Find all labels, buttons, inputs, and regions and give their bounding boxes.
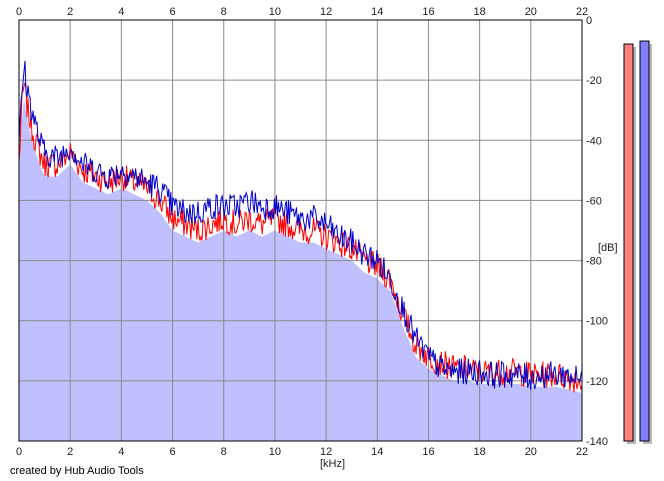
series-line-1: [18, 82, 583, 393]
x-tick-bottom-14: 14: [371, 446, 383, 458]
x-tick-bottom-0: 0: [16, 446, 22, 458]
series-layer: [18, 60, 583, 393]
x-tick-top-16: 16: [422, 6, 434, 18]
x-tick-top-0: 0: [16, 6, 22, 18]
x-tick-top-14: 14: [371, 6, 383, 18]
credit-text: created by Hub Audio Tools: [10, 465, 144, 477]
y-tick--40: -40: [586, 135, 602, 147]
series-line-2: [18, 60, 583, 390]
x-tick-top-18: 18: [474, 6, 486, 18]
y-tick--60: -60: [586, 195, 602, 207]
x-tick-bottom-16: 16: [422, 446, 434, 458]
level-meter-1: [623, 43, 634, 442]
x-tick-bottom-6: 6: [169, 446, 175, 458]
plot-border: [18, 19, 583, 442]
x-tick-top-12: 12: [320, 6, 332, 18]
x-tick-top-22: 22: [576, 6, 588, 18]
x-tick-labels-bottom: 0 2 4 6 8 10 12 14 16 18 20 22: [16, 446, 588, 458]
x-tick-bottom-2: 2: [67, 446, 73, 458]
x-tick-bottom-20: 20: [525, 446, 537, 458]
x-tick-top-8: 8: [221, 6, 227, 18]
x-tick-top-4: 4: [118, 6, 124, 18]
y-tick--80: -80: [586, 256, 602, 268]
x-tick-top-20: 20: [525, 6, 537, 18]
x-tick-bottom-4: 4: [118, 446, 124, 458]
y-tick-labels: 0 -20 -40 -60 -80 -100 -120 -140: [586, 15, 608, 448]
y-tick--120: -120: [586, 376, 608, 388]
x-tick-top-2: 2: [67, 6, 73, 18]
y-tick--20: -20: [586, 75, 602, 87]
level-meter-2: [639, 40, 650, 442]
level-meters: [623, 40, 652, 445]
y-tick--100: -100: [586, 316, 608, 328]
x-axis-label: [kHz]: [320, 458, 345, 470]
x-tick-bottom-18: 18: [474, 446, 486, 458]
y-tick-0: 0: [586, 15, 592, 27]
x-tick-top-10: 10: [269, 6, 281, 18]
x-tick-top-6: 6: [169, 6, 175, 18]
x-tick-bottom-8: 8: [221, 446, 227, 458]
x-tick-bottom-12: 12: [320, 446, 332, 458]
y-axis-label: [dB]: [598, 242, 618, 254]
x-tick-bottom-10: 10: [269, 446, 281, 458]
x-tick-bottom-22: 22: [576, 446, 588, 458]
spectrum-fill-area: [19, 99, 582, 441]
x-tick-labels-top: 0 2 4 6 8 10 12 14 16 18 20 22: [16, 6, 588, 18]
y-tick--140: -140: [586, 436, 608, 448]
